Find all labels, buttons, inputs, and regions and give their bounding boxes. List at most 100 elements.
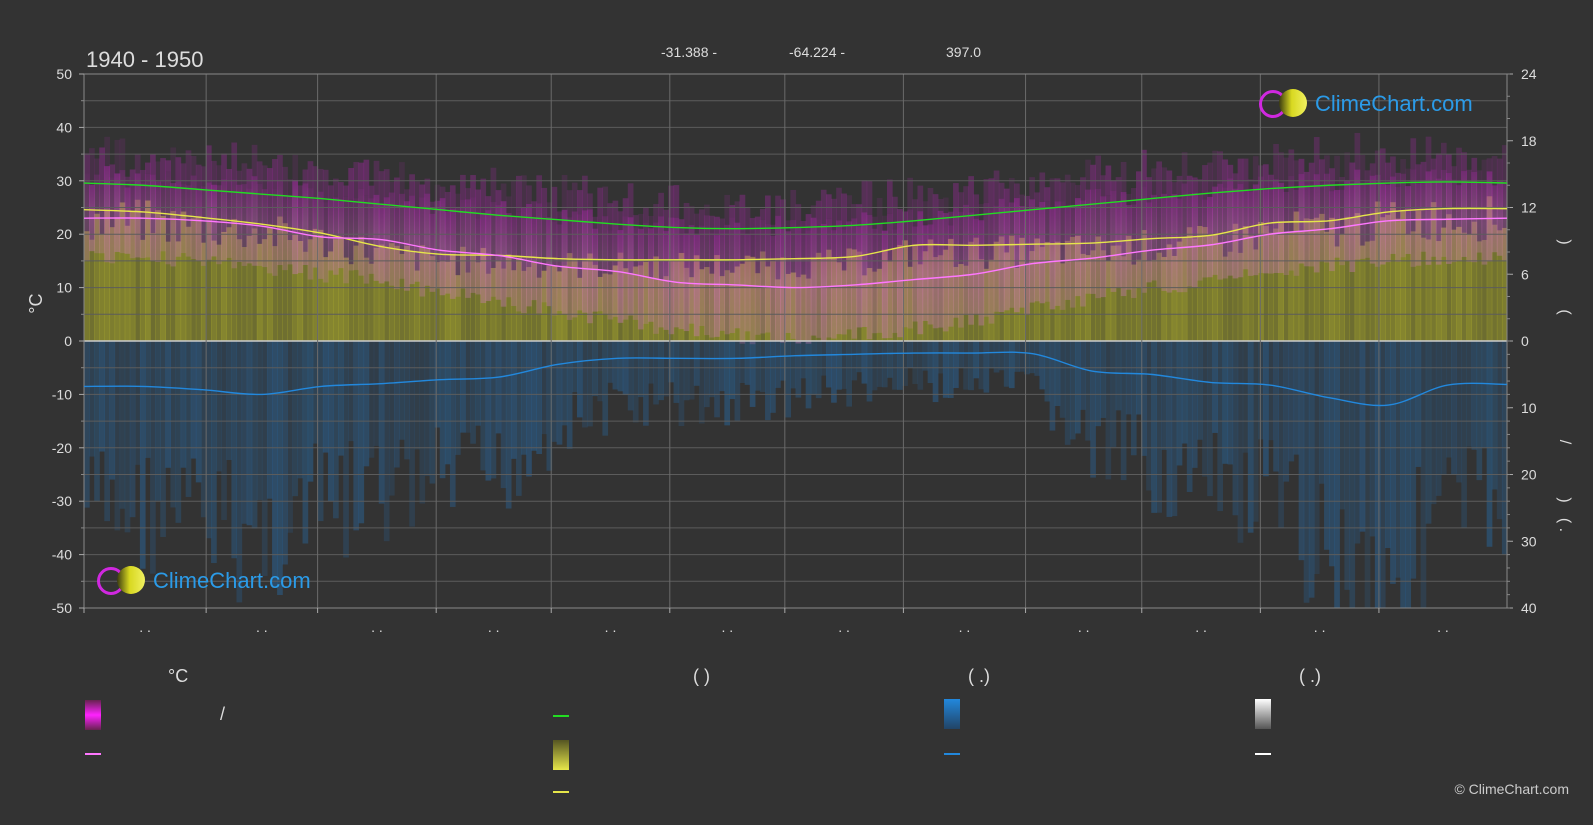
- temp-max-bar: [617, 211, 624, 231]
- precip-bar: [231, 341, 238, 559]
- sunshine-bar: [1247, 235, 1254, 341]
- precip-bar: [1080, 341, 1086, 410]
- sunshine-bar: [1435, 241, 1442, 341]
- sunshine-bar: [1329, 217, 1335, 341]
- temp-range-bar: [104, 166, 111, 263]
- precip-bar: [942, 341, 949, 398]
- sunshine-bar: [460, 246, 466, 341]
- temp-max-bar: [251, 144, 258, 177]
- sunshine-bar: [343, 257, 349, 341]
- temp-range-bar: [825, 218, 832, 338]
- brand-logo-top[interactable]: ClimeChart.com: [1257, 88, 1473, 120]
- sunshine-bar: [1415, 211, 1422, 341]
- temp-range-bar: [297, 197, 304, 274]
- temp-max-bar: [937, 198, 944, 211]
- right-axis-label-fragment: ): [1556, 497, 1573, 502]
- temp-max-bar: [1466, 169, 1473, 182]
- left-tick-label: 10: [56, 280, 72, 296]
- temp-range-bar: [1334, 189, 1340, 258]
- sunshine-bar: [84, 231, 90, 341]
- temp-range-bar: [444, 211, 451, 294]
- precip-bar: [1446, 341, 1452, 458]
- temp-range-bar: [1268, 187, 1274, 274]
- temp-max-bar: [109, 164, 116, 178]
- precip-bar: [505, 341, 512, 509]
- precip-bar: [475, 341, 482, 426]
- sunshine-bar: [200, 242, 207, 341]
- temp-range-bar: [1252, 184, 1259, 276]
- temp-max-bar: [246, 168, 253, 189]
- temp-range-bar: [922, 225, 929, 321]
- precip-bar: [297, 341, 304, 479]
- precip-bar: [1496, 341, 1503, 520]
- precip-bar: [953, 341, 959, 388]
- sunshine-bar: [1115, 245, 1122, 341]
- temp-max-bar: [648, 215, 654, 229]
- temp-range-bar: [1059, 201, 1066, 310]
- sunshine-bar: [1268, 232, 1274, 341]
- temp-max-bar: [114, 139, 121, 174]
- temp-max-bar: [394, 177, 400, 206]
- precip-bar: [1095, 341, 1102, 427]
- sunshine-bar: [399, 253, 405, 341]
- precip-bar: [180, 341, 187, 468]
- sunshine-bar: [1374, 201, 1381, 341]
- temp-range-bar: [1090, 189, 1096, 294]
- sunshine-bar: [190, 218, 197, 341]
- temp-max-bar: [221, 153, 227, 180]
- sunshine-bar: [144, 200, 151, 341]
- temp-range-bar: [226, 190, 232, 258]
- temp-range-bar: [993, 205, 1000, 312]
- temp-range-bar: [1120, 192, 1127, 297]
- temp-range-bar: [144, 173, 151, 258]
- sunshine-line: [84, 207, 1507, 261]
- temp-range-bar: [1476, 182, 1483, 253]
- temp-max-bar: [1090, 164, 1096, 190]
- temp-range-bar: [139, 182, 146, 259]
- temp-max-bar: [576, 190, 583, 215]
- temp-range-bar: [897, 220, 903, 338]
- x-tick-label: . .: [1195, 619, 1207, 635]
- sunshine-bar: [322, 257, 329, 341]
- temp-range-bar: [282, 194, 288, 271]
- sunshine-bar: [495, 260, 502, 341]
- temp-max-bar: [211, 160, 217, 185]
- temp-range-bar: [1136, 199, 1142, 288]
- temp-max-bar: [541, 187, 548, 208]
- brand-logo-bottom[interactable]: ClimeChart.com: [95, 565, 311, 597]
- precip-bar: [1263, 341, 1269, 477]
- temp-range-bar: [932, 219, 939, 329]
- precip-bar: [607, 341, 614, 383]
- temp-range-bar: [1212, 186, 1218, 275]
- precip-bar: [1146, 341, 1152, 491]
- temp-max-bar: [521, 175, 527, 207]
- sunshine-bar: [1440, 227, 1447, 341]
- temp-range-bar: [414, 207, 421, 282]
- temp-max-bar: [1471, 157, 1478, 172]
- sunshine-bar: [383, 247, 390, 341]
- temp-range-bar: [866, 214, 873, 340]
- precip-bar: [846, 341, 853, 407]
- precip-bar: [815, 341, 822, 399]
- precip-bar: [317, 341, 324, 522]
- temp-range-bar: [1379, 183, 1386, 265]
- sunshine-bar: [1242, 226, 1249, 341]
- right-axis-label-fragment: ( .: [1556, 518, 1573, 532]
- temp-max-bar: [719, 218, 725, 230]
- temp-max-bar: [927, 187, 934, 225]
- temp-max-bar: [1044, 187, 1051, 202]
- temp-range-bar: [480, 212, 487, 304]
- sunshine-bar: [1451, 229, 1457, 341]
- temp-max-bar: [333, 178, 339, 198]
- temp-range-bar: [1176, 198, 1183, 293]
- temp-max-bar: [399, 162, 405, 194]
- precip-bar: [1029, 341, 1035, 374]
- precip-bar: [587, 341, 593, 427]
- temp-range-bar: [709, 232, 715, 338]
- precip-bar: [1369, 341, 1376, 537]
- temp-max-bar: [1247, 178, 1254, 192]
- temp-max-bar: [861, 180, 868, 213]
- precip-bar: [216, 341, 222, 472]
- temp-range-bar: [1481, 182, 1488, 265]
- precip-bar: [1242, 341, 1249, 453]
